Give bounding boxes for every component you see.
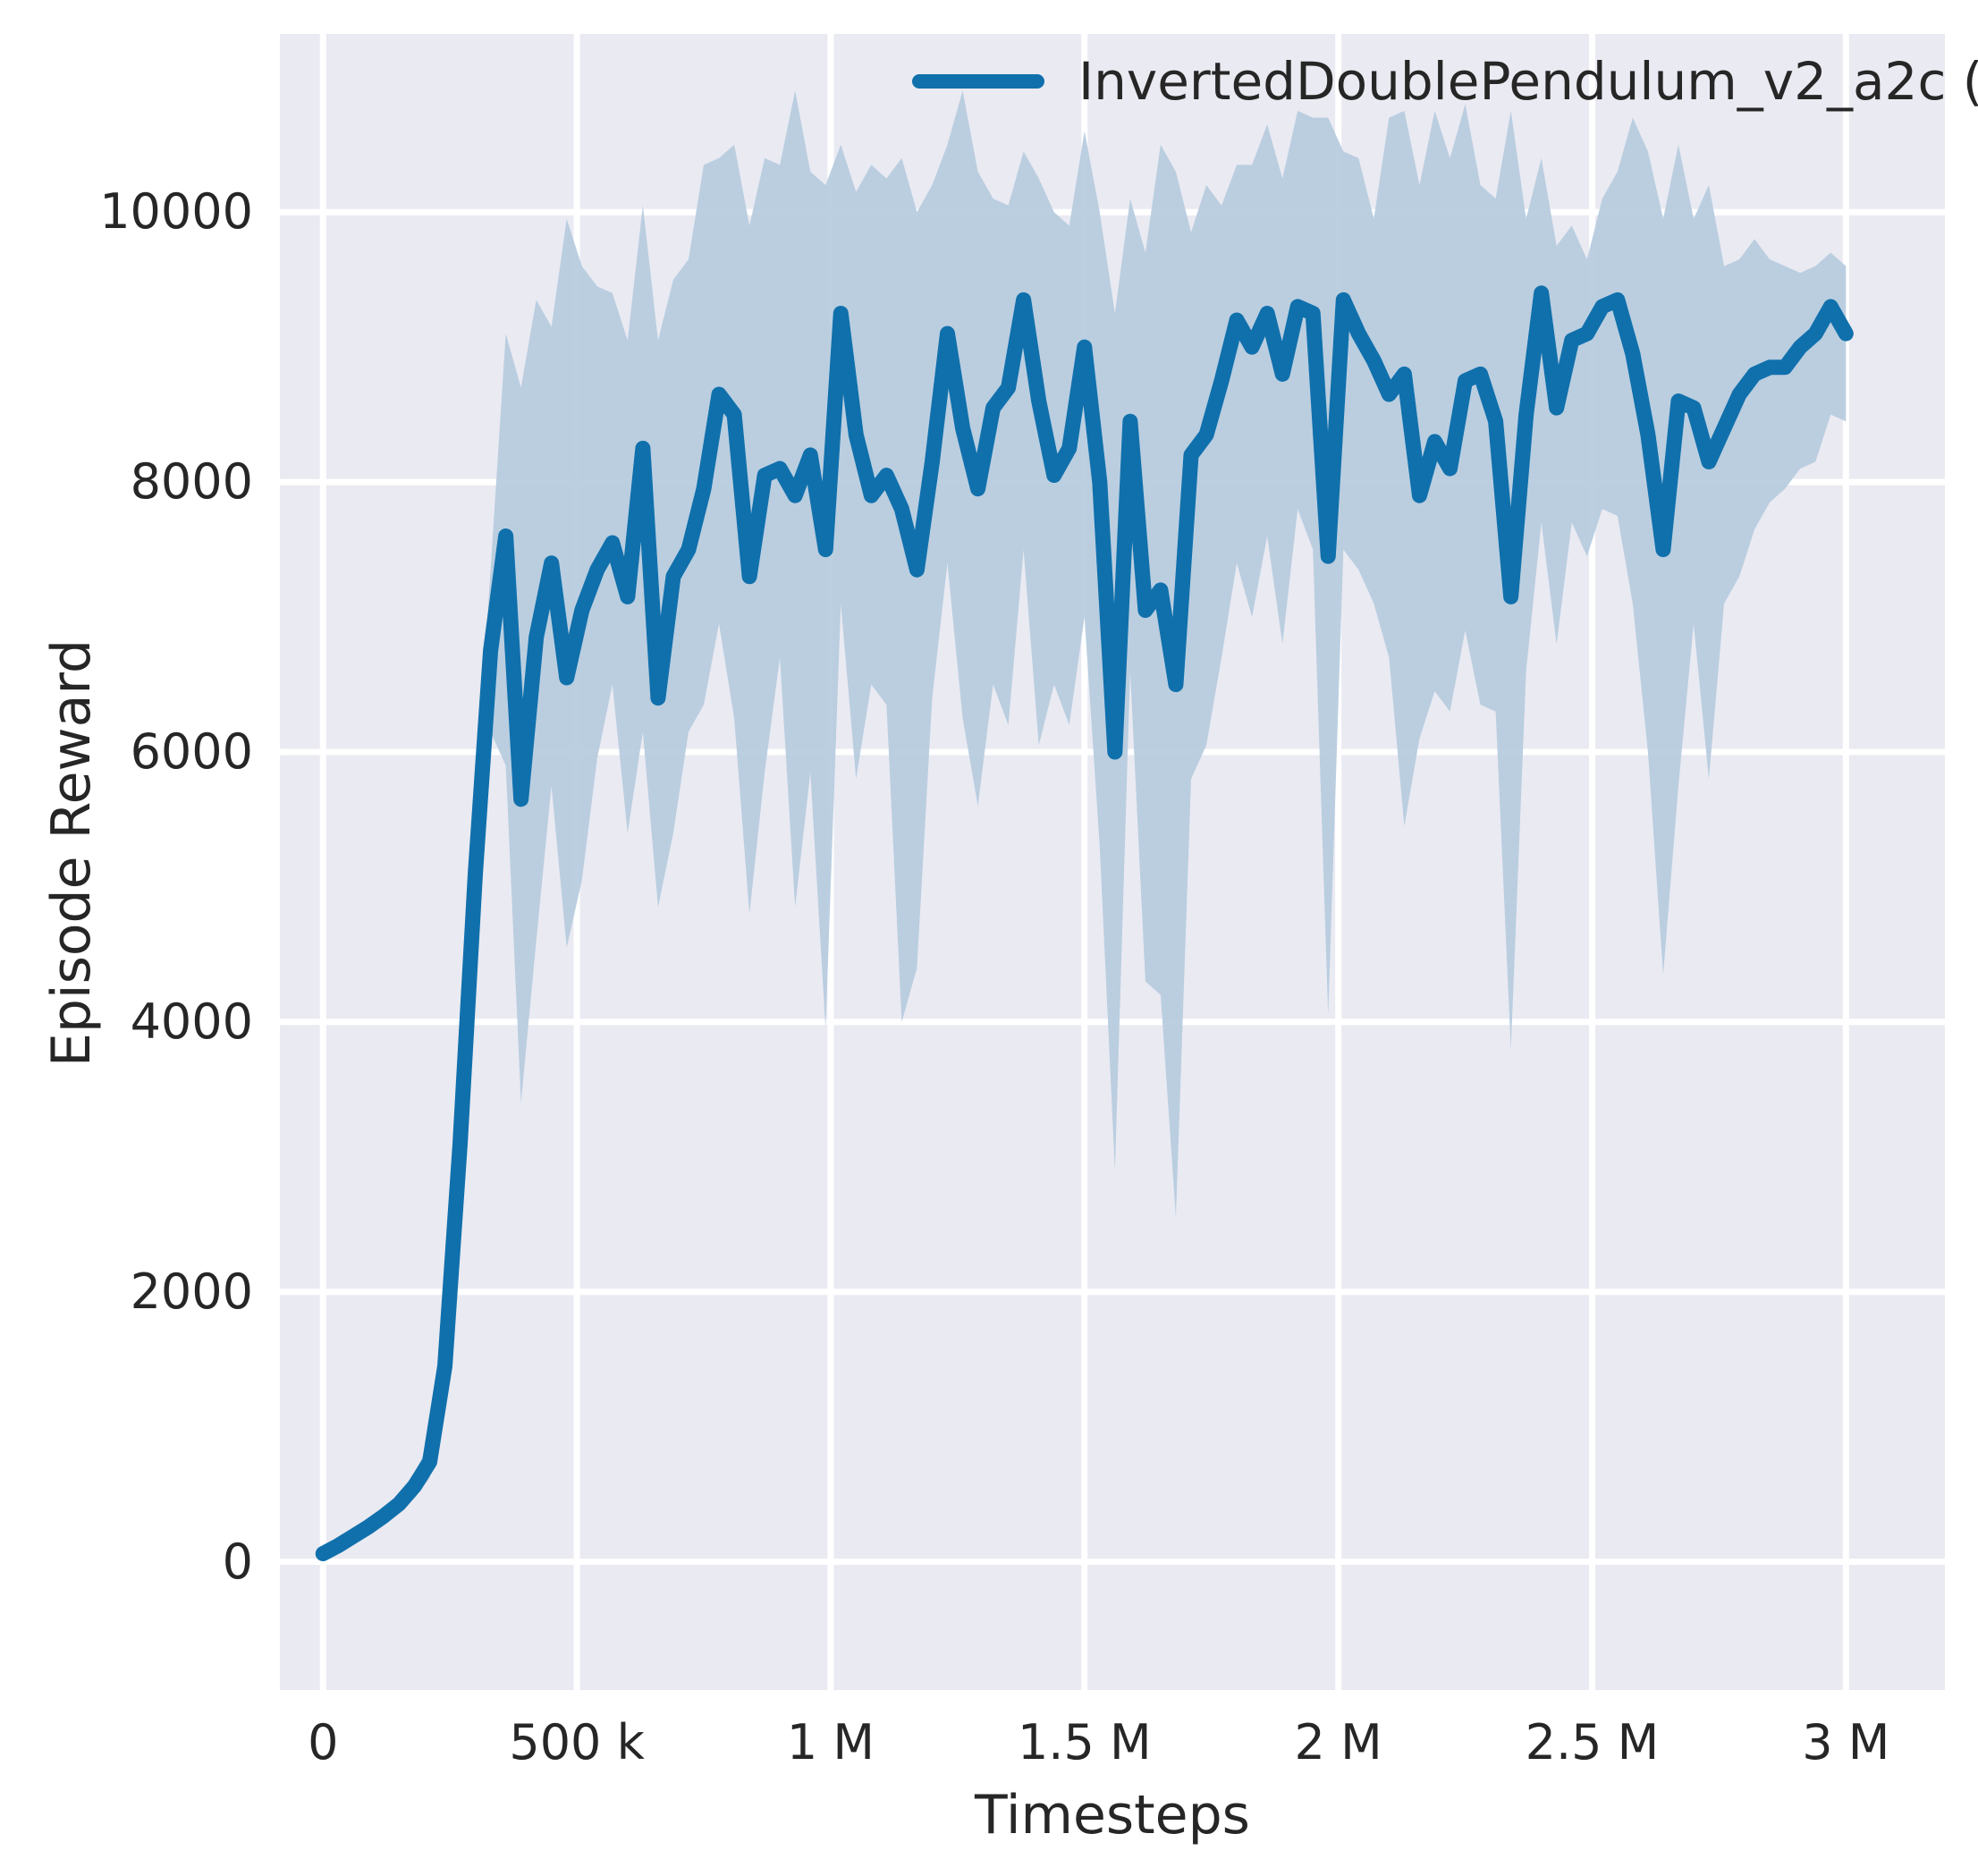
series-line <box>315 285 1854 1562</box>
y-tick-label: 2000 <box>130 1263 253 1320</box>
y-axis-tick-labels: 0 2000 4000 6000 8000 10000 <box>0 0 253 1876</box>
y-tick-label: 0 <box>222 1533 253 1590</box>
legend-line-swatch <box>912 74 1044 89</box>
x-tick-label: 0 <box>308 1714 339 1770</box>
x-tick-label: 3 M <box>1802 1714 1890 1770</box>
x-tick-label: 2.5 M <box>1525 1714 1660 1770</box>
x-tick-label: 2 M <box>1294 1714 1382 1770</box>
legend-label: InvertedDoublePendulum_v2_a2c (10) <box>1078 51 1978 112</box>
x-tick-label: 1.5 M <box>1017 1714 1152 1770</box>
legend: InvertedDoublePendulum_v2_a2c (10) <box>912 55 1978 107</box>
x-axis-label: Timesteps <box>975 1784 1250 1846</box>
y-tick-label: 8000 <box>130 453 253 511</box>
x-tick-label: 1 M <box>786 1714 875 1770</box>
y-tick-label: 4000 <box>130 993 253 1050</box>
plot-svg <box>280 34 1945 1690</box>
y-axis-label: Episode Reward <box>40 638 103 1068</box>
plot-area <box>280 34 1945 1690</box>
x-tick-label: 500 k <box>509 1714 645 1770</box>
y-tick-label: 10000 <box>99 183 253 241</box>
y-tick-label: 6000 <box>130 723 253 780</box>
